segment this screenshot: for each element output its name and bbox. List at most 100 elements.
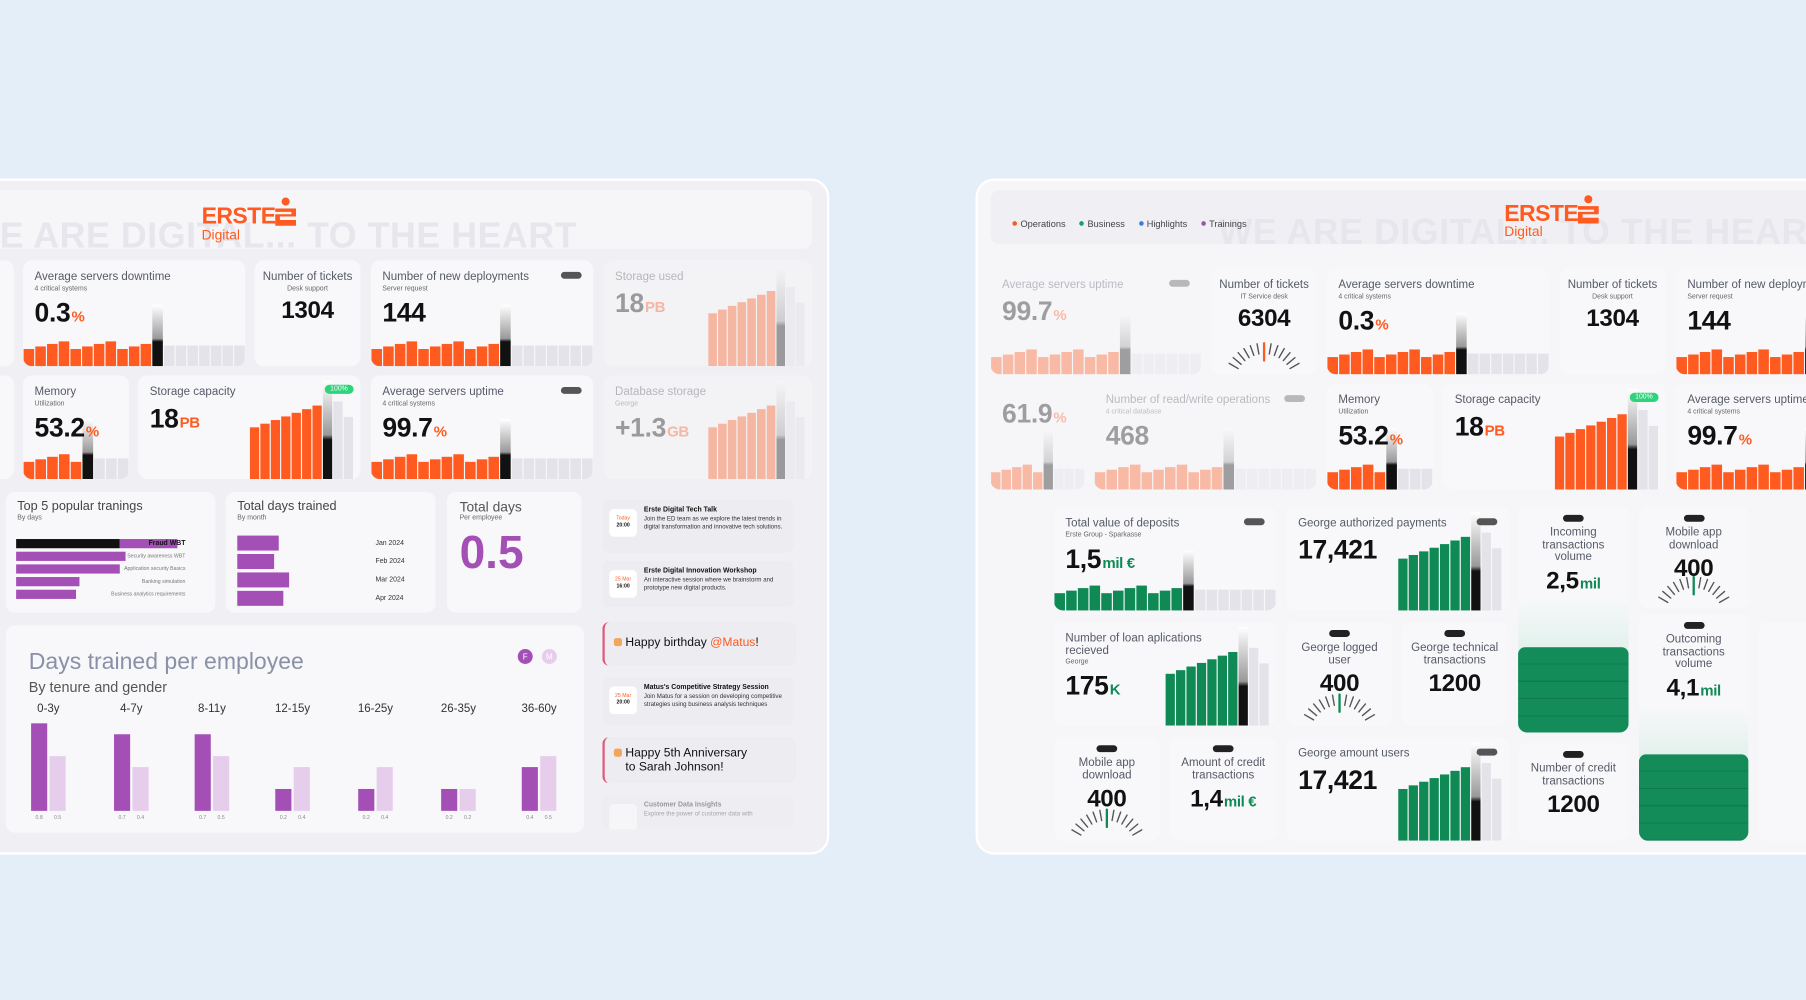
mini-bar bbox=[1758, 464, 1769, 490]
gauge-tick bbox=[1256, 343, 1260, 355]
mini-bar bbox=[1398, 558, 1408, 611]
mini-bar bbox=[453, 341, 464, 367]
mini-bar bbox=[1075, 468, 1085, 490]
mini-bar bbox=[333, 401, 343, 480]
bar bbox=[31, 723, 48, 811]
card-chart bbox=[991, 312, 1201, 375]
bar bbox=[132, 767, 149, 811]
card-text: Number of tickets IT Service desk 6304 bbox=[1219, 279, 1310, 332]
x-tick-label: 8-11y bbox=[198, 703, 226, 715]
bar bbox=[540, 756, 557, 811]
card-value-row: 17,421 bbox=[1298, 534, 1454, 565]
card-title: Amount of credit transactions bbox=[1181, 756, 1266, 782]
bar bbox=[16, 551, 126, 561]
card-title: Number of new deployments bbox=[382, 270, 530, 284]
mini-bar bbox=[1450, 540, 1460, 611]
mini-bar bbox=[383, 459, 394, 480]
feed-title: Erste Digital Innovation Workshop bbox=[643, 567, 757, 575]
legend-label: F bbox=[523, 652, 528, 661]
card-value: 6304 bbox=[1237, 304, 1291, 332]
data-label: 0.2 bbox=[446, 815, 453, 821]
mini-bar bbox=[418, 461, 429, 480]
mini-bar bbox=[187, 345, 198, 367]
mini-bar bbox=[1746, 467, 1758, 490]
mini-bar bbox=[546, 458, 558, 480]
bar-label: Feb 2024 bbox=[375, 558, 405, 566]
mini-bar bbox=[441, 456, 453, 480]
mini-bar bbox=[1066, 590, 1077, 611]
card-text: Average servers uptime 4 critical systems… bbox=[1687, 394, 1806, 451]
mini-bar bbox=[1502, 353, 1514, 375]
card-text: Storage capacity 18PB bbox=[150, 386, 306, 434]
card-value: 400 bbox=[1319, 670, 1360, 697]
message-line: to Sarah Johnson! bbox=[625, 760, 724, 775]
card: Top 5 popular tranings By days Fraud WBT Se… bbox=[5, 491, 216, 613]
mini-bar bbox=[270, 420, 281, 480]
card-unit: % bbox=[1738, 430, 1752, 448]
mini-bar bbox=[1166, 353, 1178, 375]
mini-bar bbox=[406, 454, 418, 480]
card-chart bbox=[1228, 342, 1300, 370]
card: Number of tickets Desk support 1304 bbox=[1559, 268, 1666, 375]
x-tick-label: 12-15y bbox=[275, 703, 310, 715]
card-value: 18 bbox=[1454, 410, 1484, 441]
mini-bar bbox=[1444, 351, 1455, 375]
card-text: Total value of deposits Erste Group - Spa… bbox=[1065, 518, 1230, 574]
gauge-tick bbox=[1228, 362, 1239, 370]
mini-bar bbox=[35, 346, 46, 367]
mini-bar bbox=[70, 348, 81, 367]
mini-bar bbox=[383, 346, 394, 367]
mini-bar bbox=[1575, 429, 1586, 490]
gauge-tick bbox=[1672, 581, 1680, 593]
card-chart bbox=[371, 419, 593, 480]
mini-bar bbox=[1101, 593, 1112, 611]
mini-bar bbox=[406, 341, 418, 367]
card bbox=[0, 260, 14, 367]
mini-bar bbox=[727, 305, 737, 367]
data-label: 0.4 bbox=[137, 815, 144, 821]
card-title: Total value of deposits bbox=[1065, 517, 1180, 530]
card-text: Memory Utilization 53.2% bbox=[34, 385, 100, 443]
card-title: Number of new deployments bbox=[1687, 278, 1806, 292]
gauge-tick bbox=[1667, 585, 1676, 596]
card-chart bbox=[1327, 312, 1549, 375]
data-label: 0.5 bbox=[218, 815, 225, 821]
card-title: Memory bbox=[34, 385, 77, 399]
card-value: 0.3 bbox=[34, 296, 71, 327]
mini-bar bbox=[737, 302, 747, 367]
bar-label: Security awareness WBT bbox=[127, 552, 186, 559]
card-text: Average servers uptime 4 critical systems… bbox=[382, 386, 547, 443]
gauge-tick bbox=[1658, 596, 1669, 604]
mini-bar bbox=[117, 348, 128, 367]
card-value: 99.7 bbox=[1687, 419, 1738, 450]
mini-bar bbox=[465, 461, 476, 480]
card-chart bbox=[708, 265, 805, 367]
card-text: Memory Utilization 53.2% bbox=[1338, 394, 1403, 451]
mini-bar bbox=[488, 456, 499, 480]
gauge-tick bbox=[1698, 576, 1702, 589]
toggle-pill bbox=[1243, 518, 1265, 526]
card-unit: mil bbox=[1579, 574, 1601, 592]
mini-bar bbox=[1141, 472, 1153, 490]
mini-bar bbox=[558, 345, 570, 367]
mini-bar bbox=[786, 401, 795, 480]
mini-bar bbox=[1002, 354, 1014, 375]
mini-bar bbox=[1124, 588, 1136, 611]
mini-bar bbox=[1176, 464, 1188, 490]
mini-bar bbox=[727, 420, 737, 480]
card-unit: PB bbox=[179, 412, 200, 431]
mini-bar bbox=[1112, 590, 1124, 611]
feed-title: Matus's Competitive Strategy Session bbox=[643, 684, 769, 692]
mini-bar bbox=[82, 346, 93, 367]
gauge-tick bbox=[1707, 581, 1715, 593]
mini-bar bbox=[1281, 468, 1293, 490]
mini-bar bbox=[1037, 357, 1049, 375]
card-text: George amount users 17,421 bbox=[1298, 748, 1454, 796]
card: George authorized payments 17,421 bbox=[1286, 506, 1509, 611]
card-value: 1200 bbox=[1547, 791, 1600, 818]
x-tick-label: 0-3y bbox=[37, 703, 60, 715]
date-box: 25 Mar 16:00 bbox=[609, 570, 637, 598]
card-title: Number of credit transactions bbox=[1530, 762, 1616, 788]
mini-bar bbox=[1235, 468, 1246, 490]
